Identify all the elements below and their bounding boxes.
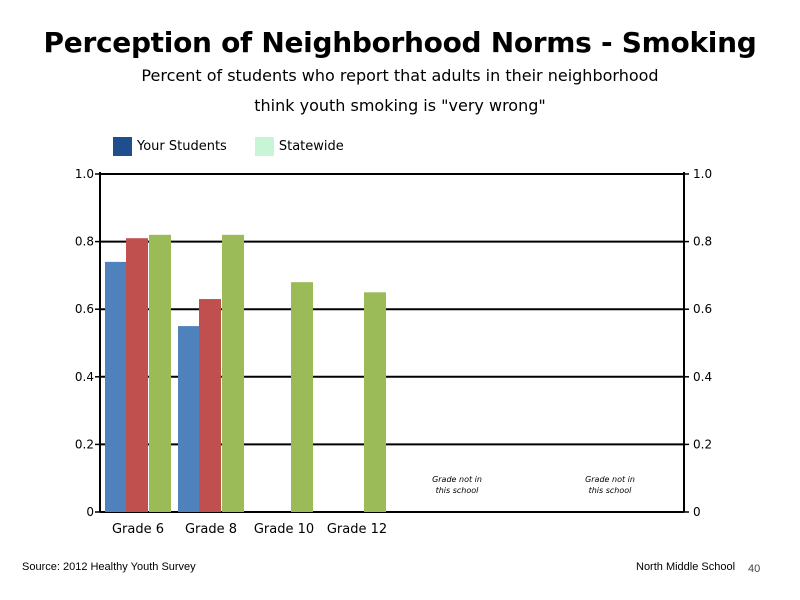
legend-label-your-students: Your Students — [137, 138, 227, 154]
chart-subtitle-line2: think youth smoking is "very wrong" — [254, 96, 546, 115]
y-tick-label-right: 0 — [693, 505, 701, 519]
grade-note-line1: Grade not in — [432, 475, 482, 484]
bar-series1-group1 — [199, 299, 221, 512]
y-tick-label-left: 0.8 — [75, 235, 94, 249]
bar-series2-group2 — [291, 282, 313, 512]
y-tick-label-left: 0 — [86, 505, 94, 519]
bar-series2-group0 — [149, 234, 171, 512]
legend-label-statewide: Statewide — [278, 138, 344, 154]
source-note: Source: 2012 Healthy Youth Survey — [22, 561, 196, 573]
y-tick-label-right: 1.0 — [693, 167, 712, 181]
chart-legend: Your Students Statewide — [113, 135, 372, 157]
y-tick-label-right: 0.4 — [693, 370, 712, 384]
legend-swatch-your-students — [113, 136, 132, 156]
y-tick-label-left: 0.4 — [75, 370, 94, 384]
legend-swatch-statewide — [254, 136, 274, 156]
bar-series2-group1 — [222, 234, 244, 512]
legend-item-statewide: Statewide — [254, 136, 344, 156]
grade-note-line1: Grade not in — [585, 475, 635, 484]
page-number: 40 — [748, 563, 761, 575]
x-category-label: Grade 8 — [185, 522, 237, 537]
grade-note-line2: this school — [589, 486, 633, 495]
y-tick-label-right: 0.8 — [693, 235, 712, 249]
legend-item-your-students: Your Students — [113, 136, 227, 156]
y-tick-label-left: 0.6 — [75, 302, 94, 316]
chart-title: Perception of Neighborhood Norms - Smoki… — [43, 26, 757, 59]
y-tick-label-left: 1.0 — [75, 167, 94, 181]
bar-series1-group0 — [126, 238, 148, 512]
bar-series0-group1 — [178, 326, 200, 512]
grade-note-line2: this school — [436, 486, 480, 495]
bar-series2-group3 — [364, 292, 386, 512]
y-tick-label-left: 0.2 — [75, 437, 94, 451]
chart-subtitle-line1: Percent of students who report that adul… — [141, 66, 659, 85]
x-category-label: Grade 6 — [112, 522, 164, 537]
y-tick-label-right: 0.2 — [693, 437, 712, 451]
x-category-label: Grade 12 — [327, 522, 387, 537]
school-name: North Middle School — [636, 561, 736, 573]
y-tick-label-right: 0.6 — [693, 302, 712, 316]
x-category-label: Grade 10 — [254, 522, 314, 537]
bar-series0-group0 — [105, 261, 127, 512]
